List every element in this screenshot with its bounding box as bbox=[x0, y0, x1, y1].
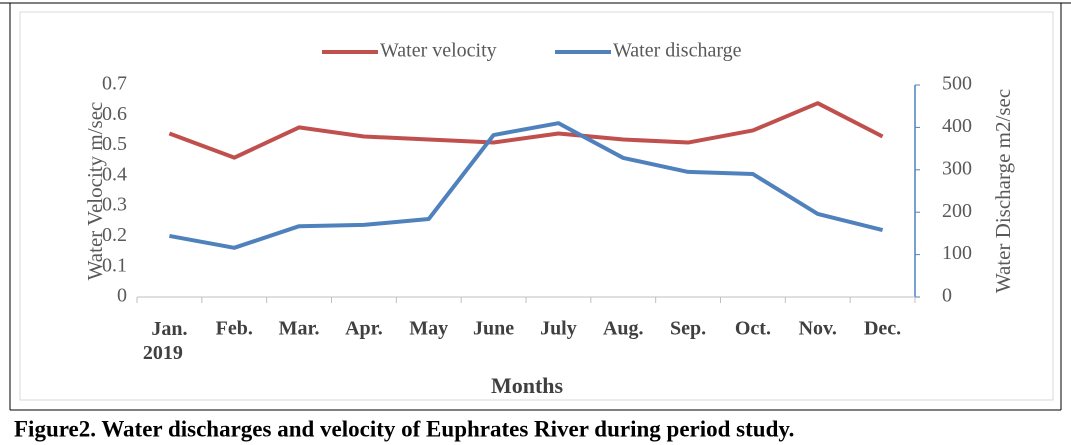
x-tick-label: Aug. bbox=[603, 318, 644, 340]
y2-tick-label: 200 bbox=[942, 200, 972, 222]
x-tick-label: Sep. bbox=[670, 318, 706, 340]
y-tick-label: 0.5 bbox=[102, 133, 127, 155]
y-tick-label: 0.2 bbox=[102, 224, 127, 246]
x-tick-label: Feb. bbox=[216, 318, 253, 340]
y2-tick-label: 500 bbox=[942, 73, 972, 95]
series-line bbox=[169, 121, 884, 250]
x-tick-label: July bbox=[540, 318, 577, 340]
x-tick-label: Mar. bbox=[279, 318, 320, 340]
y-axis-title: Water Velocity m/sec bbox=[83, 102, 107, 281]
legend-label: Water velocity bbox=[380, 40, 497, 62]
y2-tick-label: 0 bbox=[942, 285, 952, 307]
y-tick-label: 0 bbox=[117, 285, 127, 307]
legend-label: Water discharge bbox=[613, 40, 742, 62]
x-tick-label: Oct. bbox=[735, 318, 771, 340]
y-tick-label: 0.6 bbox=[102, 103, 127, 125]
x-tick-label: May bbox=[409, 318, 448, 340]
y2-axis-title: Water Discharge m2/sec bbox=[991, 89, 1015, 293]
x-tick-label: Nov. bbox=[799, 318, 837, 340]
chart-frame bbox=[19, 11, 1054, 401]
y-tick-label: 0.1 bbox=[102, 254, 127, 276]
y-tick-label: 0.3 bbox=[102, 194, 127, 216]
x-tick-label: Apr. bbox=[345, 318, 383, 340]
y-tick-label: 0.7 bbox=[102, 73, 127, 95]
x-tick-label: Dec. bbox=[864, 318, 901, 340]
y2-tick-label: 400 bbox=[942, 115, 972, 137]
x-tick-label: June bbox=[473, 318, 514, 340]
y2-tick-label: 300 bbox=[942, 157, 972, 179]
series-line bbox=[168, 101, 884, 160]
y2-tick-label: 100 bbox=[942, 242, 972, 264]
y-tick-label: 0.4 bbox=[102, 163, 127, 185]
caption: Figure2. Water discharges and velocity o… bbox=[14, 416, 794, 441]
x-axis-title: Months bbox=[491, 373, 564, 398]
x-tick-label: Jan. 2019 bbox=[138, 318, 188, 364]
